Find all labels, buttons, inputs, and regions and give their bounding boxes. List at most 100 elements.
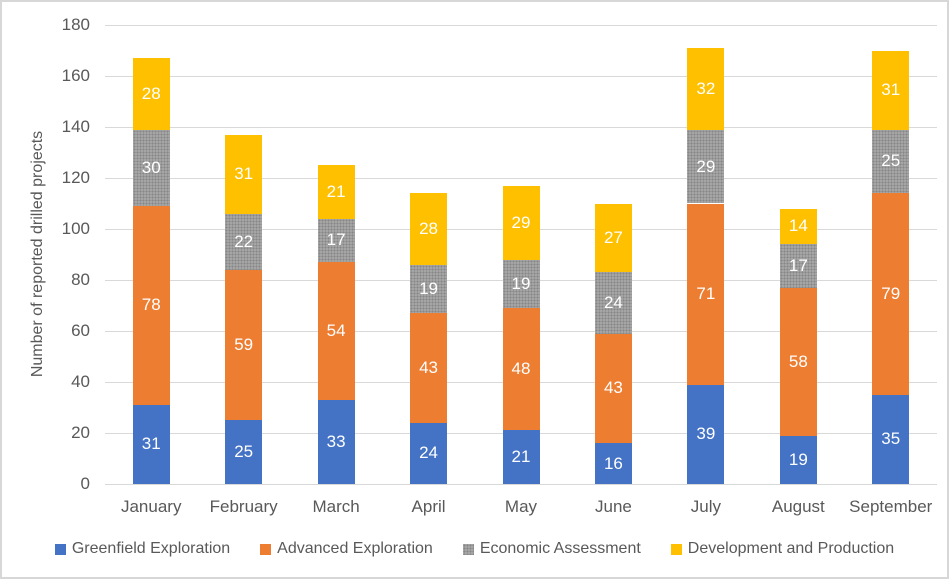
bar-value-label: 59 [234, 335, 254, 355]
y-tick-label: 140 [61, 117, 90, 136]
x-tick-label: March [312, 497, 360, 516]
bar-segment-greenfield-exploration: 39 [687, 384, 725, 484]
bar-segment-greenfield-exploration: 16 [594, 443, 632, 484]
bar-segment-economic-assessment: 24 [594, 272, 632, 334]
bar-value-label: 32 [696, 78, 716, 98]
bar-segment-greenfield-exploration: 19 [779, 435, 817, 484]
gridline [105, 75, 937, 77]
y-tick-label: 0 [80, 474, 90, 493]
bar-value-label: 28 [141, 83, 161, 103]
bar-value-label: 28 [419, 218, 438, 238]
bar-value-label: 54 [326, 320, 346, 340]
bar-value-label: 79 [881, 284, 901, 304]
y-tick-label: 120 [61, 168, 90, 187]
bar-value-label: 27 [603, 227, 623, 247]
bar-segment-development-and-production: 28 [410, 193, 448, 265]
y-tick-label: 180 [61, 15, 90, 34]
bar-value-label: 25 [881, 151, 901, 171]
legend-label: Greenfield Exploration [71, 540, 231, 557]
x-tick-label: January [120, 497, 182, 516]
legend-item-economic-assessment: Economic Assessment [462, 540, 641, 558]
bar-value-label: 35 [881, 429, 901, 449]
bar-segment-advanced-exploration: 79 [872, 193, 910, 395]
y-tick-label: 100 [61, 219, 90, 238]
bar-value-label: 25 [234, 442, 254, 462]
legend-swatch [54, 543, 66, 555]
bar-segment-development-and-production: 21 [317, 165, 355, 219]
legend-item-advanced-exploration: Advanced Exploration [260, 540, 433, 558]
bar-segment-advanced-exploration: 43 [594, 333, 632, 444]
bar-value-label: 58 [788, 351, 808, 371]
gridline [105, 24, 937, 26]
bar-segment-advanced-exploration: 59 [225, 269, 263, 421]
x-tick-label: June [595, 497, 632, 516]
legend-swatch [260, 543, 272, 555]
x-tick-label: February [209, 497, 278, 516]
bar-value-label: 19 [788, 449, 808, 469]
legend-item-greenfield-exploration: Greenfield Exploration [54, 540, 231, 558]
bar-segment-development-and-production: 32 [687, 47, 725, 130]
bar-value-label: 39 [696, 424, 716, 444]
bar-segment-advanced-exploration: 43 [410, 313, 448, 423]
bar-segment-economic-assessment: 30 [132, 129, 170, 207]
bar-segment-development-and-production: 14 [779, 208, 817, 245]
bar-segment-development-and-production: 27 [594, 203, 632, 273]
bar-segment-greenfield-exploration: 25 [225, 420, 263, 484]
y-tick-label: 40 [71, 372, 90, 391]
bar-value-label: 33 [326, 431, 346, 451]
bar-segment-development-and-production: 29 [502, 185, 540, 260]
bar-value-label: 22 [234, 231, 254, 251]
legend-label: Advanced Exploration [277, 540, 433, 557]
y-tick-label: 20 [71, 423, 90, 442]
x-tick-label: July [690, 497, 721, 516]
bar-segment-economic-assessment: 17 [779, 244, 817, 288]
bar-segment-economic-assessment: 19 [502, 259, 540, 309]
bar-segment-development-and-production: 28 [132, 58, 170, 130]
bar-value-label: 31 [881, 80, 901, 100]
bar-value-label: 29 [511, 212, 531, 232]
x-tick-label: April [411, 497, 446, 516]
bar-segment-development-and-production: 31 [225, 134, 263, 214]
bar-segment-economic-assessment: 19 [410, 264, 448, 314]
bar-value-label: 17 [788, 255, 808, 275]
bar-segment-greenfield-exploration: 35 [872, 394, 910, 484]
bar-segment-advanced-exploration: 48 [502, 308, 540, 431]
bar-value-label: 14 [788, 216, 808, 236]
bar-segment-advanced-exploration: 78 [132, 206, 170, 405]
bar-segment-economic-assessment: 25 [872, 129, 910, 194]
bar-segment-greenfield-exploration: 31 [132, 404, 170, 484]
bar-value-label: 71 [696, 284, 716, 304]
bar-value-label: 21 [511, 447, 531, 467]
gridline [105, 483, 937, 485]
bar-segment-greenfield-exploration: 24 [410, 422, 448, 484]
bar-value-label: 43 [603, 378, 623, 398]
bar-value-label: 30 [141, 157, 161, 177]
bar-value-label: 19 [511, 273, 531, 293]
bar-segment-greenfield-exploration: 33 [317, 399, 355, 484]
bar-value-label: 21 [326, 182, 346, 202]
y-tick-label: 60 [71, 321, 90, 340]
bar-value-label: 31 [234, 164, 254, 184]
legend-label: Economic Assessment [479, 540, 641, 557]
legend-swatch [670, 543, 682, 555]
bar-segment-development-and-production: 31 [872, 50, 910, 130]
bar-value-label: 16 [603, 453, 623, 473]
bar-value-label: 19 [419, 278, 438, 298]
y-tick-label: 160 [61, 66, 90, 85]
legend-label: Development and Production [687, 540, 895, 557]
bar-value-label: 17 [326, 230, 346, 250]
bar-segment-economic-assessment: 17 [317, 218, 355, 263]
bar-segment-advanced-exploration: 71 [687, 203, 725, 385]
bar-value-label: 43 [419, 357, 438, 377]
legend-swatch [462, 543, 474, 555]
bar-segment-economic-assessment: 29 [687, 129, 725, 204]
x-tick-label: September [849, 497, 933, 516]
bar-value-label: 31 [141, 434, 161, 454]
bar-segment-advanced-exploration: 58 [779, 287, 817, 436]
bar-segment-economic-assessment: 22 [225, 213, 263, 270]
legend-item-development-and-production: Development and Production [670, 540, 895, 558]
legend: Greenfield Exploration Advanced Explorati… [2, 540, 947, 558]
bar-value-label: 24 [419, 443, 438, 463]
bar-segment-advanced-exploration: 54 [317, 262, 355, 400]
